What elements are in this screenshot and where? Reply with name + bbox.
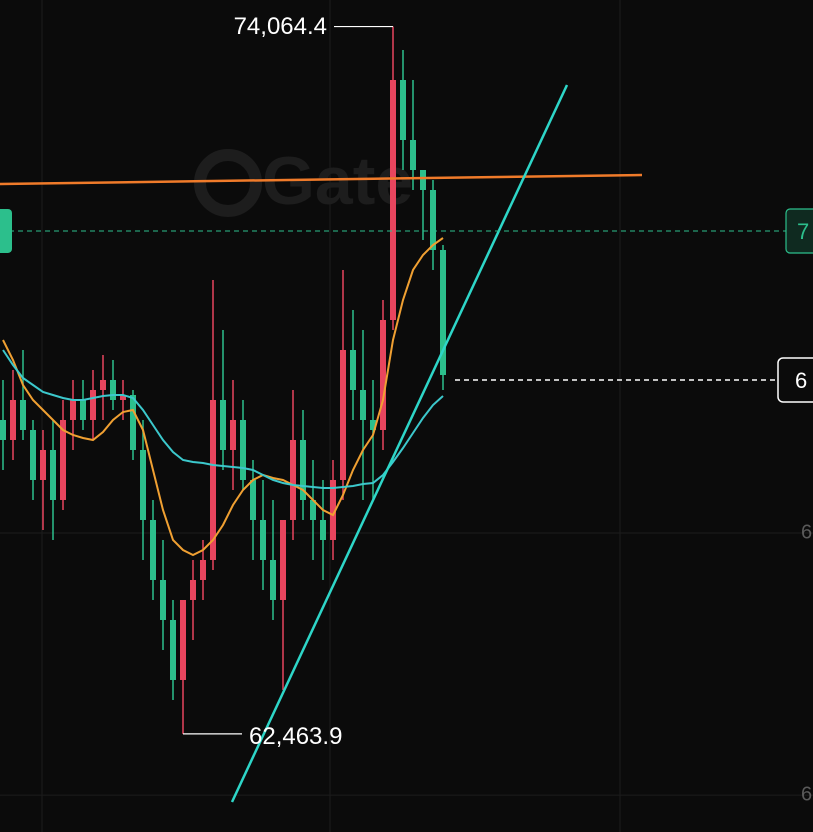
annotation-label: 74,064.4 <box>234 13 327 40</box>
candle-body <box>210 399 216 560</box>
candle-body <box>0 419 6 440</box>
candle-body <box>70 399 76 420</box>
trendline <box>230 84 569 803</box>
candle-body <box>370 419 376 430</box>
price-tag <box>777 357 813 403</box>
candle-body <box>180 599 186 680</box>
candle-body <box>300 439 306 500</box>
candle-body <box>410 139 416 170</box>
candle-body <box>330 479 336 540</box>
trendline <box>0 173 643 186</box>
candle-body <box>110 379 116 400</box>
candle-body <box>120 394 126 400</box>
candle-body <box>140 449 146 520</box>
price-tag <box>785 208 813 254</box>
candle-body <box>380 319 386 430</box>
price-tag-label: 6 <box>795 368 807 393</box>
candle-body <box>440 249 446 375</box>
candle-body <box>50 449 56 500</box>
ma-line <box>2 237 444 557</box>
price-tag-label: 7 <box>797 219 809 244</box>
annotation-label: 62,463.9 <box>249 723 342 750</box>
candle-body <box>280 519 286 600</box>
y-tick-label: 6 <box>801 521 812 543</box>
candle-body <box>130 394 136 450</box>
candle-body <box>250 479 256 520</box>
candle-body <box>200 559 206 580</box>
watermark-logo <box>194 149 262 217</box>
candle-body <box>230 419 236 450</box>
candle-body <box>260 519 266 560</box>
candle-body <box>220 399 226 450</box>
y-tick-label: 6 <box>801 783 812 805</box>
candle-body <box>320 519 326 540</box>
candle-body <box>350 349 356 390</box>
candle-body <box>10 399 16 440</box>
candle-body <box>30 429 36 480</box>
candle-body <box>150 519 156 580</box>
candle-body <box>170 619 176 680</box>
candle-body <box>340 349 346 480</box>
candle-body <box>190 579 196 600</box>
candle-body <box>360 389 366 420</box>
candle-body <box>160 579 166 620</box>
candle-body <box>20 399 26 430</box>
price-tag-left <box>0 208 12 253</box>
candle-body <box>270 559 276 600</box>
candle-body <box>90 389 96 420</box>
candle-body <box>240 419 246 480</box>
candle-body <box>310 499 316 520</box>
candle-body <box>290 439 296 520</box>
candle-body <box>100 379 106 390</box>
candle-body <box>400 79 406 140</box>
candle-body <box>390 79 396 320</box>
candle-body <box>430 189 436 250</box>
candle-body <box>40 449 46 480</box>
candle-body <box>80 399 86 420</box>
candle-body <box>60 419 66 500</box>
candle-body <box>420 169 426 190</box>
ma-line <box>2 349 444 489</box>
